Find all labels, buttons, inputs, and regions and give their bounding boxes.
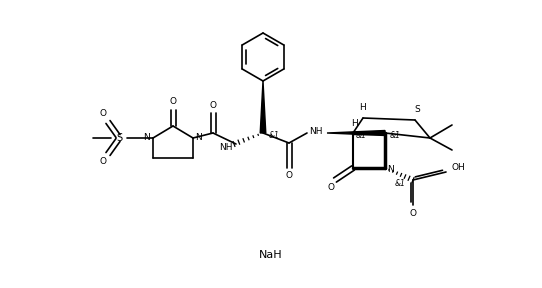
Text: S: S: [414, 105, 420, 115]
Text: O: O: [170, 98, 177, 107]
Polygon shape: [260, 81, 266, 133]
Text: NH: NH: [220, 143, 233, 151]
Text: O: O: [327, 183, 334, 192]
Text: O: O: [100, 158, 106, 166]
Text: O: O: [286, 171, 293, 181]
Text: &1: &1: [390, 130, 401, 139]
Polygon shape: [327, 130, 385, 135]
Text: S: S: [116, 133, 122, 143]
Text: OH: OH: [451, 164, 465, 173]
Text: N: N: [144, 134, 150, 143]
Text: O: O: [210, 101, 216, 109]
Text: &1: &1: [269, 130, 280, 139]
Text: NaH: NaH: [259, 250, 283, 260]
Text: O: O: [410, 209, 416, 219]
Text: NH: NH: [309, 126, 322, 135]
Text: &1: &1: [356, 132, 366, 141]
Text: N: N: [388, 164, 395, 173]
Text: H: H: [360, 103, 366, 113]
Text: H: H: [352, 118, 358, 128]
Text: O: O: [100, 109, 106, 118]
Text: &1: &1: [395, 179, 405, 187]
Text: N: N: [196, 134, 202, 143]
